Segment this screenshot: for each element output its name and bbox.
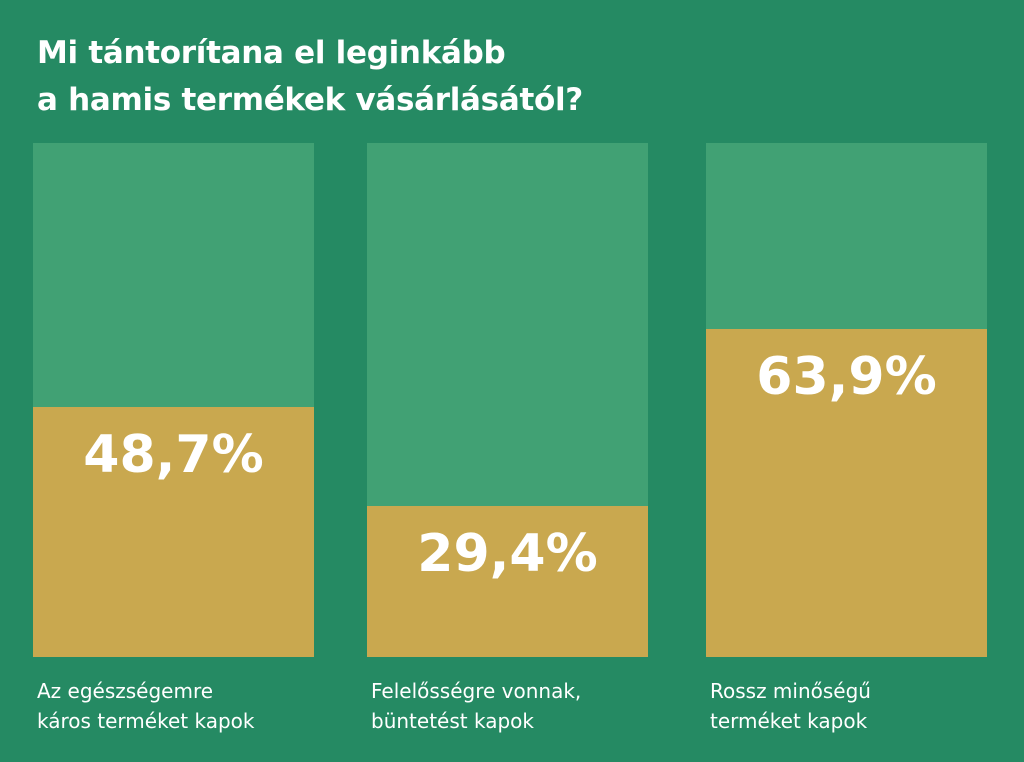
bar-track-1: 48,7% (33, 143, 314, 657)
title-line-1: Mi tántorítana el leginkább (37, 35, 506, 71)
category-label-line: terméket kapok (710, 709, 868, 733)
category-label-3: Rossz minőségű terméket kapok (710, 676, 1000, 736)
bar-3: 63,9% (706, 328, 987, 657)
bar-track-3: 63,9% (706, 143, 987, 657)
data-label-1: 48,7% (83, 424, 264, 485)
category-label-1: Az egészségemre káros terméket kapok (37, 676, 327, 736)
data-label-2: 29,4% (417, 523, 598, 584)
bar-1: 48,7% (33, 406, 314, 657)
category-label-2: Felelősségre vonnak, büntetést kapok (371, 676, 661, 736)
category-label-line: káros terméket kapok (37, 709, 255, 733)
category-label-line: Az egészségemre (37, 679, 214, 703)
category-label-line: büntetést kapok (371, 709, 534, 733)
bar-track-2: 29,4% (367, 143, 648, 657)
bar-2: 29,4% (367, 505, 648, 657)
title-line-2: a hamis termékek vásárlásától? (37, 82, 583, 118)
chart-title: Mi tántorítana el leginkább a hamis term… (37, 30, 583, 124)
category-label-line: Rossz minőségű (710, 679, 871, 703)
data-label-3: 63,9% (756, 346, 937, 407)
category-label-line: Felelősségre vonnak, (371, 679, 582, 703)
